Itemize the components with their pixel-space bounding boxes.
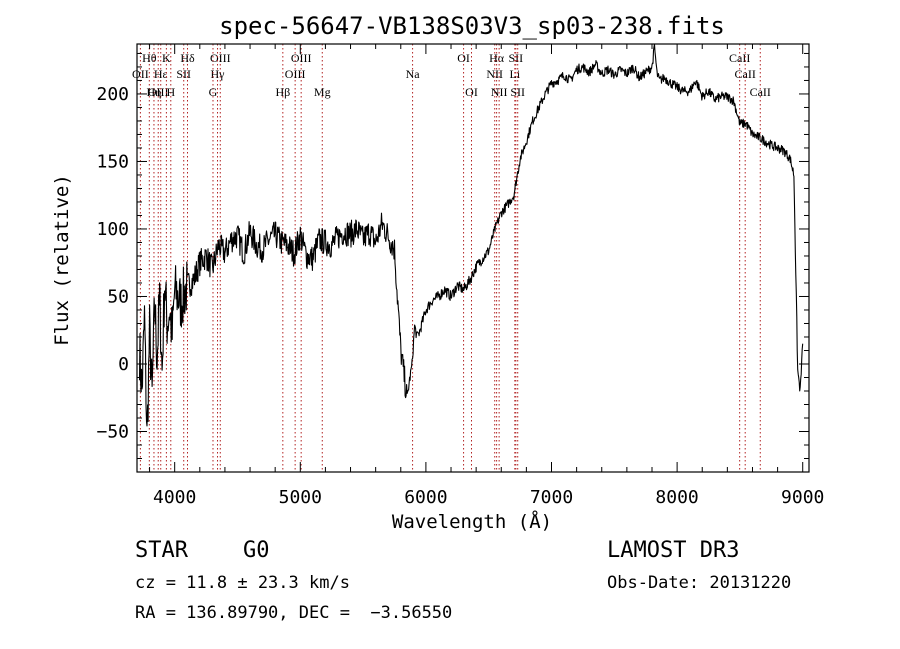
- line-label-4: K: [162, 51, 171, 65]
- line-label-19: Hα: [489, 51, 505, 65]
- spectral-subclass: G0: [243, 538, 270, 563]
- x-axis-label: Wavelength (Å): [392, 510, 552, 533]
- flux-series-line: [138, 43, 804, 427]
- line-label-21: NII: [491, 85, 508, 99]
- line-label-9: OIII: [210, 51, 231, 65]
- x-tick-label-0: 4000: [153, 487, 196, 508]
- y-tick-label-0: −50: [96, 421, 129, 442]
- line-label-17: OI: [457, 51, 470, 65]
- ra-dec-coordinates: RA = 136.89790, DEC = −3.56550: [135, 603, 453, 623]
- redshift-velocity: cz = 11.8 ± 23.3 km/s: [135, 573, 350, 593]
- line-label-3: Hε: [154, 67, 168, 81]
- object-type: STAR: [135, 538, 188, 563]
- y-tick-label-1: 0: [118, 354, 129, 375]
- line-label-26: CaII: [735, 67, 756, 81]
- line-label-11: G: [209, 85, 218, 99]
- line-label-18: OI: [465, 85, 478, 99]
- plot-frame: [136, 43, 810, 473]
- y-tick-label-2: 50: [107, 286, 129, 307]
- x-tick-label-1: 5000: [279, 487, 322, 508]
- survey-name: LAMOST DR3: [607, 538, 740, 563]
- x-ticks: 4000 5000 6000 7000 8000 9000: [149, 44, 824, 508]
- observation-date: Obs-Date: 20131220: [607, 573, 792, 593]
- line-label-13: OIII: [291, 51, 312, 65]
- line-label-10: Hγ: [211, 67, 226, 81]
- line-label-16: Na: [406, 67, 421, 81]
- x-tick-label-3: 7000: [530, 487, 573, 508]
- line-label-15: Mg: [314, 85, 331, 99]
- chart-title: spec-56647-VB138S03V3_sp03-238.fits: [219, 12, 725, 40]
- line-label-23: Li: [509, 67, 520, 81]
- line-label-2: OIII: [148, 85, 169, 99]
- x-tick-label-4: 8000: [655, 487, 698, 508]
- line-label-5: Hη: [146, 85, 161, 99]
- line-label-27: CaII: [750, 85, 771, 99]
- line-label-25: CaII: [729, 51, 750, 65]
- line-label-12: Hβ: [275, 85, 290, 99]
- y-ticks: −50 0 50 100 150 200: [96, 52, 809, 459]
- line-label-14: OIII: [285, 67, 306, 81]
- line-label-7: SII: [176, 67, 191, 81]
- x-tick-label-2: 6000: [404, 487, 447, 508]
- line-label-1: OII: [132, 67, 149, 81]
- line-label-0: Hθ: [142, 51, 157, 65]
- y-tick-label-5: 200: [96, 84, 129, 105]
- y-tick-label-4: 150: [96, 151, 129, 172]
- line-label-20: NII: [486, 67, 503, 81]
- line-label-6: H: [166, 85, 175, 99]
- line-label-8: Hδ: [180, 51, 195, 65]
- x-tick-label-5: 9000: [781, 487, 824, 508]
- y-tick-label-3: 100: [96, 219, 129, 240]
- y-axis-label: Flux (relative): [51, 174, 73, 346]
- line-label-22: SII: [508, 51, 523, 65]
- line-label-24: SII: [510, 85, 525, 99]
